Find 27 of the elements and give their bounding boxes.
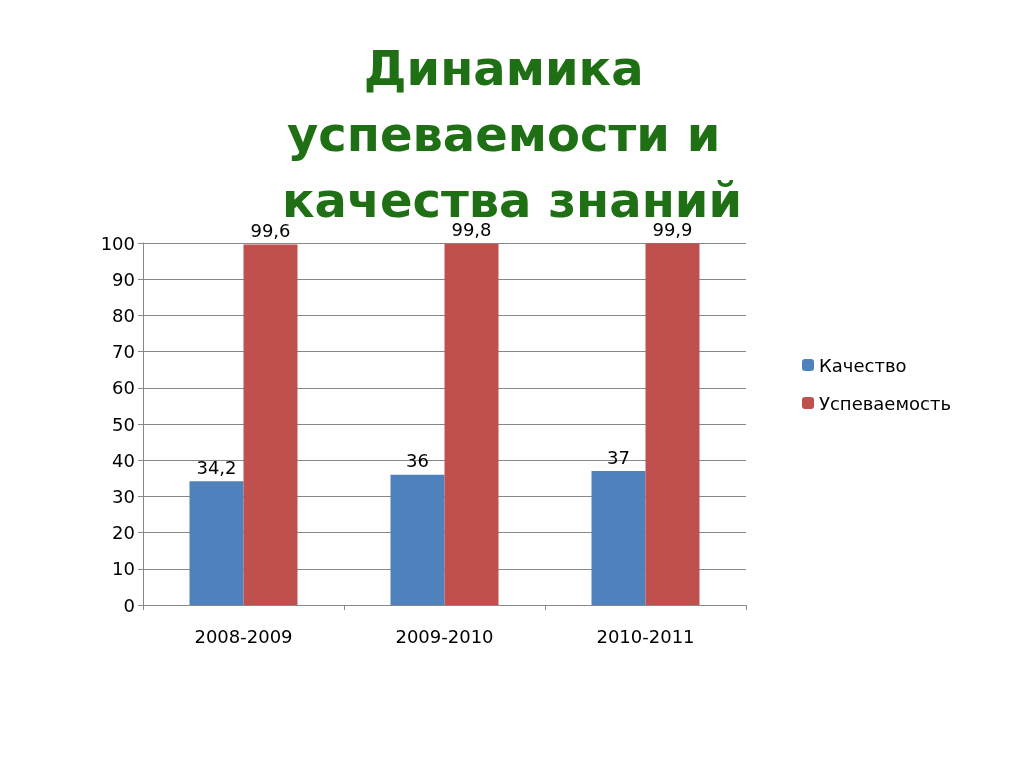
y-tick-label: 30 bbox=[112, 485, 135, 507]
x-tick-label: 2009-2010 bbox=[395, 625, 494, 647]
bar bbox=[390, 474, 445, 605]
data-label: 99,9 bbox=[652, 218, 693, 240]
y-tick-label: 90 bbox=[112, 268, 135, 290]
y-tick-label: 40 bbox=[112, 449, 135, 471]
data-label: 36 bbox=[406, 450, 429, 472]
y-tick-label: 60 bbox=[112, 377, 135, 399]
y-tick-label: 0 bbox=[123, 594, 135, 616]
legend-label: Качество bbox=[819, 354, 907, 376]
y-tick-label: 70 bbox=[112, 341, 135, 363]
y-tick-label: 10 bbox=[112, 558, 135, 580]
bar bbox=[243, 244, 298, 605]
bar bbox=[591, 471, 646, 605]
data-label: 37 bbox=[607, 446, 630, 468]
y-tick-label: 20 bbox=[112, 522, 135, 544]
data-label: 99,8 bbox=[451, 219, 492, 241]
bar bbox=[189, 481, 244, 605]
legend-label: Успеваемость bbox=[819, 392, 952, 414]
y-tick-label: 80 bbox=[112, 304, 135, 326]
data-label: 34,2 bbox=[196, 456, 237, 478]
x-tick-label: 2010-2011 bbox=[596, 625, 695, 647]
y-tick-label: 50 bbox=[112, 413, 135, 435]
bar bbox=[645, 243, 700, 605]
y-tick-label: 100 bbox=[100, 232, 135, 254]
x-tick-label: 2008-2009 bbox=[194, 625, 293, 647]
bar bbox=[444, 243, 499, 605]
